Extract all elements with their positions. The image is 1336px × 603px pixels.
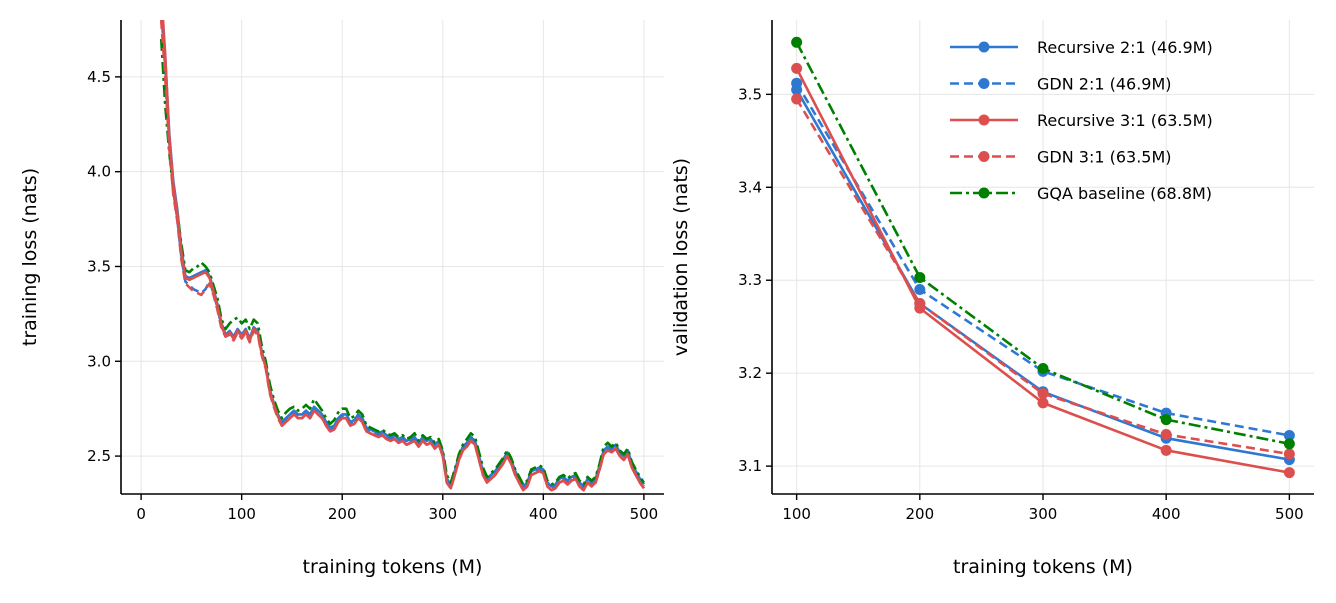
legend-entry-1: GDN 2:1 (46.9M) xyxy=(1037,75,1172,94)
legend-marker-1 xyxy=(978,78,990,89)
validation-loss-y-tick-label: 3.3 xyxy=(738,271,762,289)
validation-loss-y-axis-label: validation loss (nats) xyxy=(670,158,692,356)
validation-loss-y-tick-label: 3.5 xyxy=(738,85,762,103)
validation-loss-chart: 100 200 300 400 500 3.1 3.2 3.3 3.4 3.5 Recursive… xyxy=(670,20,1314,578)
validation-loss-point-1-4 xyxy=(1283,429,1295,441)
validation-loss-point-4-1 xyxy=(914,271,926,283)
validation-loss-x-tick-label: 200 xyxy=(905,505,934,523)
training-loss-series-line-4 xyxy=(161,20,645,492)
validation-loss-point-4-2 xyxy=(1037,363,1049,375)
validation-loss-point-4-4 xyxy=(1283,438,1295,450)
legend-entry-3: GDN 3:1 (63.5M) xyxy=(1037,148,1172,167)
validation-loss-point-1-0 xyxy=(791,77,803,89)
legend-entry-0: Recursive 2:1 (46.9M) xyxy=(1037,38,1213,57)
legend-marker-3 xyxy=(978,151,990,162)
validation-loss-point-3-2 xyxy=(1037,388,1049,400)
validation-loss-point-4-3 xyxy=(1160,414,1172,426)
training-loss-grid xyxy=(121,20,664,494)
validation-loss-x-tick-label: 300 xyxy=(1029,505,1058,523)
training-loss-x-tick-label: 300 xyxy=(428,505,457,523)
training-loss-y-tick-label: 4.0 xyxy=(87,163,111,181)
validation-loss-series-line-3 xyxy=(795,98,1290,456)
training-loss-y-tick-label: 3.5 xyxy=(87,257,111,275)
validation-loss-x-tick-label: 400 xyxy=(1152,505,1181,523)
validation-loss-point-2-4 xyxy=(1283,467,1295,479)
training-loss-series xyxy=(159,20,645,492)
validation-loss-y-tick-label: 3.4 xyxy=(738,178,762,196)
validation-loss-legend: Recursive 2:1 (46.9M) GDN 2:1 (46.9M) Recu… xyxy=(950,38,1213,203)
legend-marker-2 xyxy=(978,114,990,126)
training-loss-x-tick-label: 100 xyxy=(227,505,256,523)
training-loss-y-tick-label: 3.0 xyxy=(87,352,111,370)
training-loss-chart: 0 100 200 300 400 500 2.5 3.0 3.5 4.0 4.5 training… xyxy=(19,20,664,578)
legend-entry-2: Recursive 3:1 (63.5M) xyxy=(1037,111,1213,130)
validation-loss-point-4-0 xyxy=(791,36,803,48)
training-loss-ticks: 0 100 200 300 400 500 2.5 3.0 3.5 4.0 4.5 xyxy=(87,68,658,523)
validation-loss-ticks: 100 200 300 400 500 3.1 3.2 3.3 3.4 3.5 xyxy=(738,85,1304,523)
validation-loss-point-3-3 xyxy=(1160,429,1172,441)
legend-marker-4 xyxy=(978,187,990,199)
training-loss-x-tick-label: 0 xyxy=(136,505,146,523)
training-loss-x-axis-label: training tokens (M) xyxy=(303,556,483,578)
training-loss-x-tick-label: 400 xyxy=(529,505,558,523)
validation-loss-y-tick-label: 3.2 xyxy=(738,364,762,382)
validation-loss-point-3-1 xyxy=(914,297,926,309)
validation-loss-series xyxy=(791,36,1295,479)
validation-loss-x-axis-label: training tokens (M) xyxy=(953,556,1133,578)
validation-loss-point-3-0 xyxy=(791,93,803,105)
validation-loss-point-2-0 xyxy=(791,62,803,74)
validation-loss-y-tick-label: 3.1 xyxy=(738,457,762,475)
validation-loss-series-line-1 xyxy=(795,82,1290,437)
legend-entry-4: GQA baseline (68.8M) xyxy=(1037,184,1212,203)
training-loss-x-tick-label: 500 xyxy=(630,505,659,523)
validation-loss-point-1-1 xyxy=(914,284,926,296)
validation-loss-point-2-2 xyxy=(1037,397,1049,409)
validation-loss-x-tick-label: 100 xyxy=(782,505,811,523)
training-loss-series-line-1 xyxy=(160,20,645,490)
training-loss-y-tick-label: 2.5 xyxy=(87,447,111,465)
training-loss-x-tick-label: 200 xyxy=(328,505,357,523)
training-loss-series-line-2 xyxy=(159,38,645,486)
validation-loss-x-tick-label: 500 xyxy=(1275,505,1304,523)
training-loss-axes xyxy=(120,20,664,495)
validation-loss-point-2-3 xyxy=(1160,444,1172,456)
training-loss-y-axis-label: training loss (nats) xyxy=(19,168,41,346)
legend-marker-0 xyxy=(978,41,990,53)
validation-loss-point-3-4 xyxy=(1283,448,1295,460)
training-loss-y-tick-label: 4.5 xyxy=(87,68,111,86)
